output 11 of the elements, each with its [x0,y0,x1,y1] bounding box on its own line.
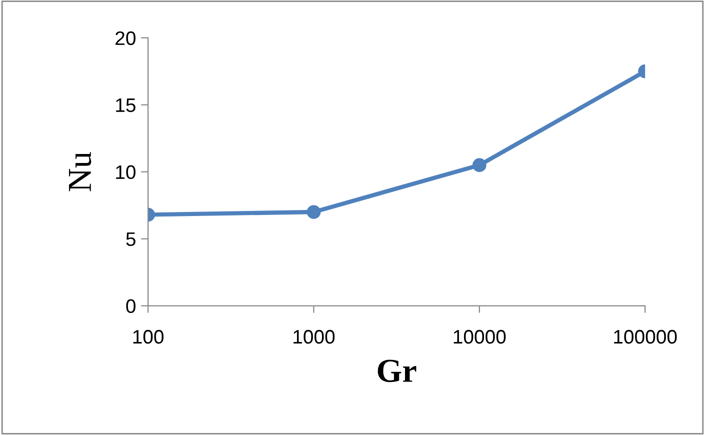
y-tick-label: 0 [126,299,136,314]
y-tick-label: 15 [116,98,136,112]
y-tick-label: 5 [126,232,136,246]
x-tick-label: 100 [133,330,164,344]
x-axis-title: Gr [378,360,416,382]
x-tick-label: 100000 [614,330,677,344]
y-axis-title: Nu [69,152,92,192]
y-tick-label: 20 [116,31,136,46]
x-tick-label: 10000 [454,330,506,344]
y-tick-label: 10 [116,165,136,180]
x-tick-label: 1000 [294,330,335,344]
